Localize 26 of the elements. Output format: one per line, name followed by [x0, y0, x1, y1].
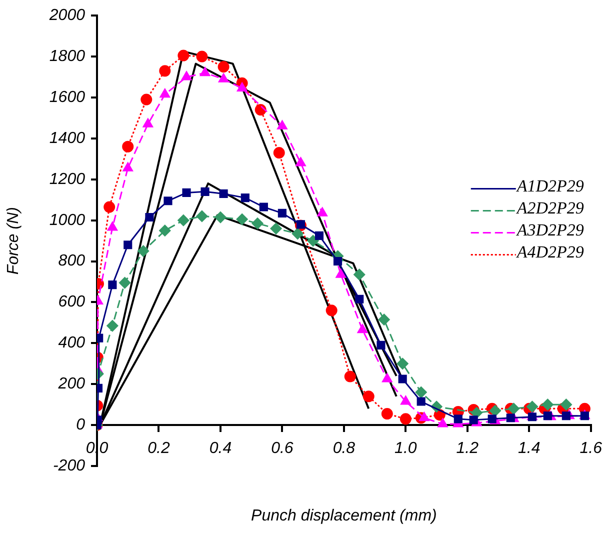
x-tick-label: 1.0	[394, 440, 417, 458]
y-tick-label: 1400	[49, 130, 86, 147]
x-tick-label: 0.2	[148, 440, 170, 458]
x-tick-label: 0.6	[271, 440, 294, 458]
y-tick-label: -200	[52, 457, 86, 474]
legend-label: A1D2P29	[516, 176, 584, 196]
y-tick-label: 600	[58, 294, 86, 311]
y-tick-label: 1000	[49, 212, 86, 229]
y-tick-label: 800	[58, 252, 86, 270]
y-tick-label: 200	[57, 376, 86, 393]
legend-label: A3D2P29	[516, 220, 584, 240]
x-tick-label: 1.4	[518, 440, 540, 458]
x-tick-label: 0.4	[209, 440, 232, 458]
x-tick-label: 1.2	[456, 440, 479, 458]
y-tick-label: 0	[76, 416, 86, 434]
y-axis-title: Force (N)	[5, 207, 22, 275]
y-tick-label: 400	[58, 334, 86, 352]
y-tick-label: 1600	[49, 88, 86, 106]
legend-label: A4D2P29	[516, 242, 584, 262]
y-tick-label: 1800	[49, 48, 86, 65]
legend-label: A2D2P29	[516, 198, 584, 218]
x-tick-label: 1.6	[580, 440, 602, 458]
x-tick-label: 0.8	[332, 440, 356, 458]
y-tick-label: 1200	[49, 170, 86, 188]
y-tick-label: 2000	[48, 7, 86, 24]
x-axis-title: Punch displacement (mm)	[251, 507, 437, 524]
